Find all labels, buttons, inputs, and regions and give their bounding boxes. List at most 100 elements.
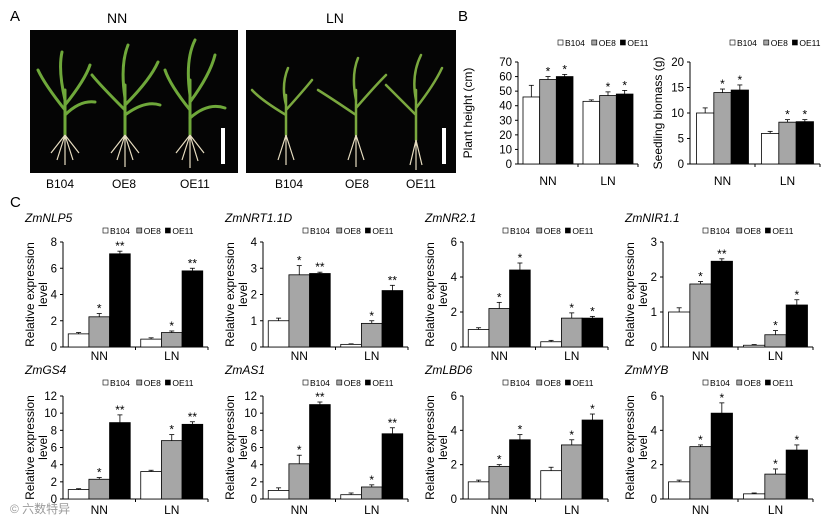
legend-label-b104: B104 xyxy=(737,38,757,48)
bar-b104-nn xyxy=(467,481,490,500)
legend-label-oe8: OE8 xyxy=(744,226,761,236)
significance-star: * xyxy=(606,80,611,94)
panel-label-a: A xyxy=(10,8,21,25)
y-tick-label: 4 xyxy=(251,460,258,472)
chart-zmnir1-1: ZmNIR1.1 B104 OE8 OE11 Relative expressionle… xyxy=(618,200,823,360)
y-tick-label: 8 xyxy=(251,425,257,437)
y-tick-label: 2 xyxy=(651,272,657,284)
legend-swatch-b104 xyxy=(729,39,736,46)
x-tick-label: NN xyxy=(491,349,508,360)
y-tick-label: 8 xyxy=(51,425,57,437)
bar-b104-nn xyxy=(668,311,691,348)
significance-star: ** xyxy=(188,256,198,270)
watermark: © 六数特异 xyxy=(10,502,71,516)
significance-star: * xyxy=(719,391,724,405)
x-tick-label: NN xyxy=(91,503,108,517)
significance-star: * xyxy=(590,304,595,318)
legend-label-oe11: OE11 xyxy=(772,378,793,388)
legend-label-oe8: OE8 xyxy=(544,378,561,388)
y-axis-label: Relative expressionlevel xyxy=(423,395,450,500)
legend-label-b104: B104 xyxy=(310,226,330,236)
y-tick-label: 10 xyxy=(244,408,257,420)
bar-oe11-nn xyxy=(109,422,131,500)
y-axis-label: Relative expressionlevel xyxy=(223,242,250,347)
bar-b104-nn xyxy=(67,333,90,348)
y-tick-label: 40 xyxy=(499,101,512,113)
significance-star: * xyxy=(369,473,374,487)
chart-title: ZmAS1 xyxy=(224,363,265,377)
y-tick-label: 6 xyxy=(51,443,57,455)
y-tick-label: 10 xyxy=(44,408,57,420)
legend-label-oe11: OE11 xyxy=(627,38,648,48)
bar-oe11-ln xyxy=(581,419,604,500)
legend-swatch-b104 xyxy=(102,379,109,386)
significance-star: * xyxy=(297,254,302,268)
plant-photo-ln xyxy=(246,30,456,173)
legend-label-oe11: OE11 xyxy=(772,226,793,236)
chart-title: ZmMYB xyxy=(624,363,668,377)
y-tick-label: 10 xyxy=(671,108,684,120)
x-tick-label: NN xyxy=(291,349,308,360)
legend-swatch-oe8 xyxy=(136,227,143,234)
photo-title-nn: NN xyxy=(107,10,128,26)
x-tick-label: LN xyxy=(600,174,615,188)
bar-oe8-nn xyxy=(488,465,510,500)
bar-oe11-nn xyxy=(509,269,531,348)
y-tick-label: 4 xyxy=(251,237,258,249)
y-axis-label: Relative expressionlevel xyxy=(23,395,50,500)
bar-oe8-ln xyxy=(161,440,183,500)
y-tick-label: 0 xyxy=(251,342,257,354)
chart-plant-height: B104 OE8 OE11 Plant height (cm) 0 10 20 30 40 50 6… xyxy=(458,28,648,196)
x-tick-label: LN xyxy=(780,174,795,188)
legend-label-b104: B104 xyxy=(510,378,530,388)
legend-label-oe8: OE8 xyxy=(344,378,361,388)
bar-oe8-nn xyxy=(288,274,310,348)
x-tick-label: LN xyxy=(768,349,783,360)
y-tick-label: 0 xyxy=(451,342,457,354)
bar-b104-ln xyxy=(582,100,601,165)
x-tick-label: NN xyxy=(491,503,508,517)
y-tick-label: 12 xyxy=(244,391,257,403)
y-axis-label-line1: Relative expression xyxy=(423,395,437,500)
significance-star: * xyxy=(497,453,502,467)
bar-oe8-nn xyxy=(488,308,510,348)
y-tick-label: 4 xyxy=(651,425,658,437)
significance-star: * xyxy=(773,457,778,471)
chart-zmas1: ZmAS1 B104 OE8 OE11 Relative expressionlevel… xyxy=(218,362,418,524)
significance-star: ** xyxy=(188,410,198,424)
significance-star: ** xyxy=(717,247,727,261)
legend-label-oe11: OE11 xyxy=(799,38,820,48)
bar-b104-ln xyxy=(761,133,780,165)
bar-oe11-ln xyxy=(615,93,634,165)
significance-star: * xyxy=(773,319,778,333)
significance-star: * xyxy=(497,290,502,304)
bar-b104-ln xyxy=(340,343,362,348)
x-tick-label: LN xyxy=(164,349,179,360)
y-tick-label: 4 xyxy=(51,460,58,472)
y-axis-label-line1: Relative expression xyxy=(23,242,37,347)
legend-swatch-oe11 xyxy=(365,227,371,234)
plant-label-ln-oe11: OE11 xyxy=(406,177,436,191)
legend-label-oe11: OE11 xyxy=(372,226,393,236)
y-tick-label: 2 xyxy=(51,316,57,328)
y-axis-label: Seedling biomass (g) xyxy=(651,57,665,170)
y-tick-label: 0 xyxy=(651,494,657,506)
bar-b104-nn xyxy=(267,490,290,500)
bar-oe11-ln xyxy=(381,433,404,500)
bar-oe8-nn xyxy=(88,316,110,348)
significance-star: * xyxy=(737,73,742,87)
x-tick-label: NN xyxy=(692,503,709,517)
bar-oe11-ln xyxy=(181,270,204,348)
chart-zmmyb: ZmMYB B104 OE8 OE11 Relative expressionlevel… xyxy=(618,362,823,524)
plant-photo-nn xyxy=(30,30,238,173)
y-tick-label: 10 xyxy=(499,144,512,156)
plants-nn-drawing xyxy=(36,38,227,168)
chart-title: ZmNR2.1 xyxy=(424,211,476,225)
plant-label-ln-oe8: OE8 xyxy=(345,177,370,191)
legend-label-oe8: OE8 xyxy=(344,226,361,236)
bar-oe8-ln xyxy=(778,121,797,165)
y-tick-label: 1 xyxy=(651,307,657,319)
chart-title: ZmGS4 xyxy=(24,363,67,377)
legend-swatch-b104 xyxy=(302,379,309,386)
legend-label-oe8: OE8 xyxy=(144,226,161,236)
